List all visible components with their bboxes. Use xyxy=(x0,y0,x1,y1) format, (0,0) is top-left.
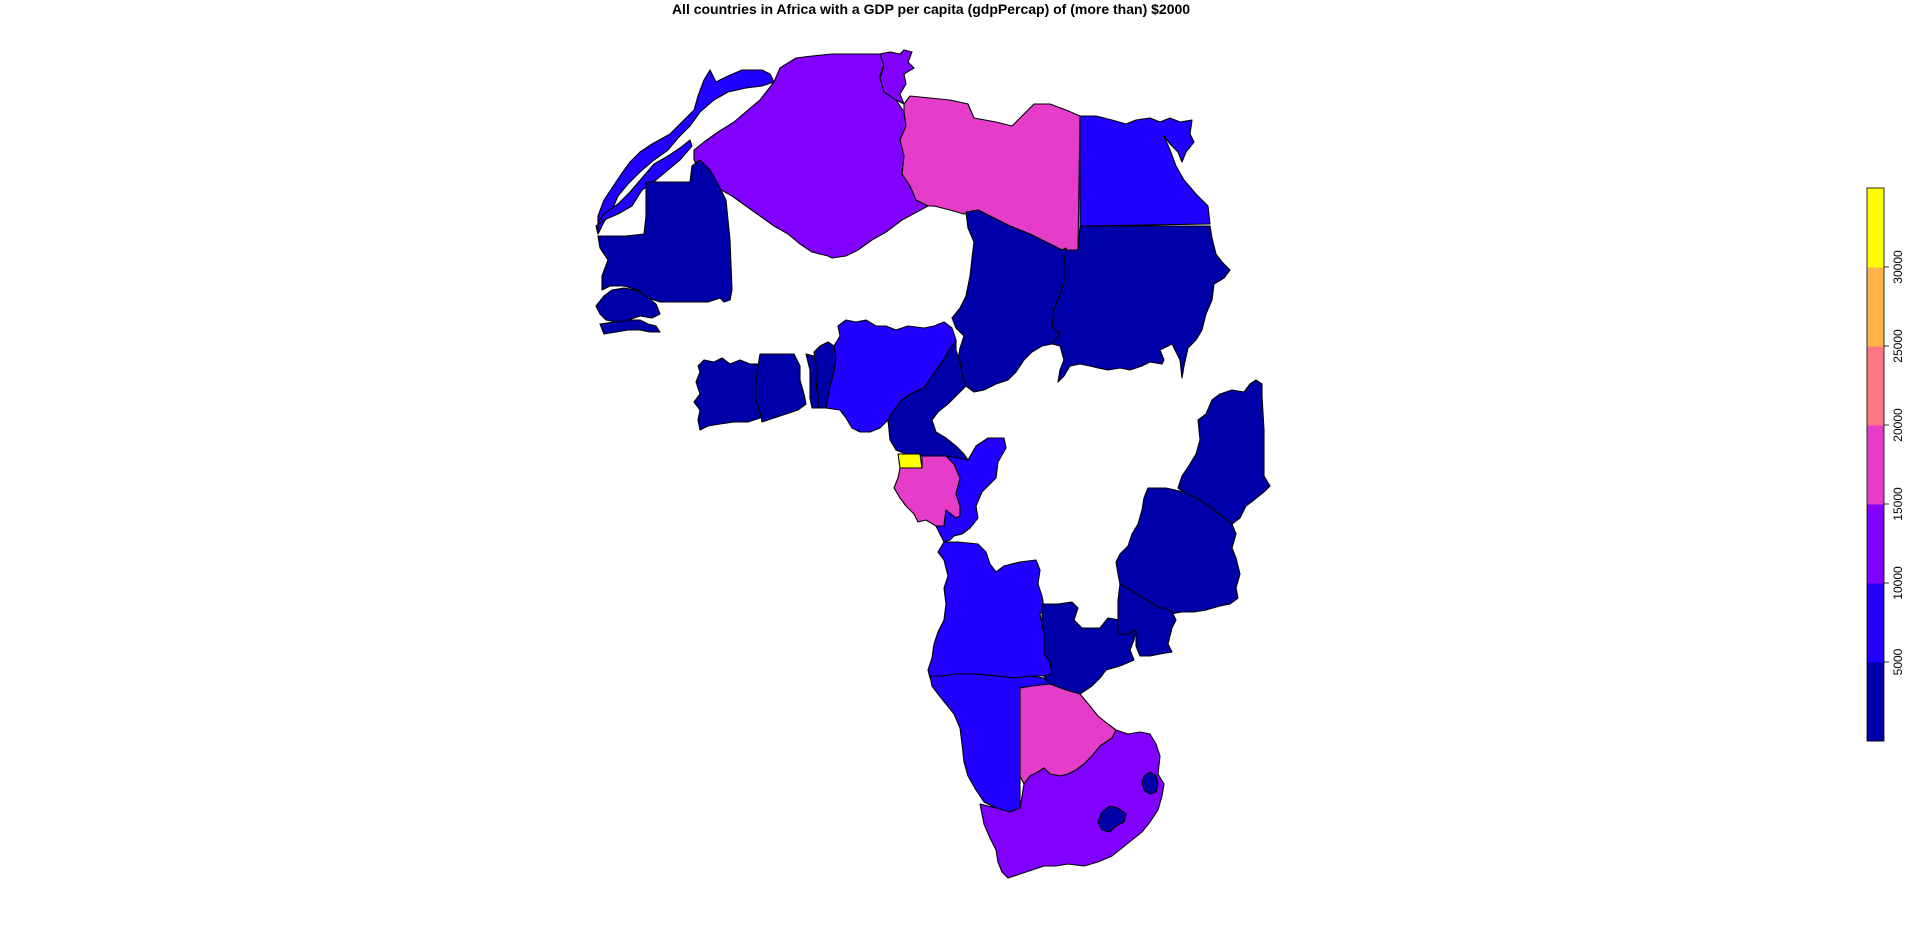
country-western-sahara xyxy=(595,139,693,235)
legend-bin-5 xyxy=(1867,346,1884,426)
countries-layer xyxy=(595,49,1271,879)
legend-tick-label: 5000 xyxy=(1891,648,1905,675)
legend-bin-4 xyxy=(1867,425,1884,505)
legend-bins xyxy=(1867,188,1884,742)
country-zambia xyxy=(1041,601,1137,695)
country-swaziland xyxy=(1141,771,1159,795)
country-nigeria xyxy=(825,319,957,433)
legend-tick-label: 20000 xyxy=(1891,408,1905,442)
map-title: All countries in Africa with a GDP per c… xyxy=(671,1,1191,17)
legend-tick-label: 15000 xyxy=(1891,487,1905,521)
country-senegal xyxy=(595,287,661,323)
legend-bin-7 xyxy=(1867,188,1884,268)
legend-bin-6 xyxy=(1867,267,1884,347)
country-chad xyxy=(951,209,1069,393)
country-tunisia xyxy=(879,49,915,105)
country-ghana xyxy=(755,353,807,423)
country-tanzania xyxy=(1115,487,1241,615)
country-malawi xyxy=(1117,583,1177,657)
legend-tick-label: 25000 xyxy=(1891,329,1905,363)
country-lesotho xyxy=(1097,805,1127,833)
legend-frame xyxy=(1866,187,1885,742)
country-cote-d-ivoire xyxy=(693,357,761,431)
legend-bin-3 xyxy=(1867,504,1884,584)
legend-bin-1 xyxy=(1867,662,1884,742)
country-sudan xyxy=(1051,225,1231,383)
country-mauritania xyxy=(597,159,733,303)
country-egypt xyxy=(1079,115,1211,227)
country-south-africa xyxy=(979,729,1165,879)
legend-tick-label: 10000 xyxy=(1891,566,1905,600)
legend-tick-label: 30000 xyxy=(1891,250,1905,284)
country-morocco xyxy=(597,69,775,235)
country-gambia xyxy=(599,319,661,335)
country-congo-rep xyxy=(935,437,1007,543)
country-equatorial-guinea xyxy=(897,453,923,469)
country-kenya xyxy=(1177,379,1271,525)
legend-ticks: 5000 10000 15000 20000 25000 30000 xyxy=(1884,250,1905,675)
color-legend: 5000 10000 15000 20000 25000 30000 xyxy=(1866,187,1905,742)
country-angola xyxy=(927,541,1055,679)
legend-bin-2 xyxy=(1867,583,1884,663)
